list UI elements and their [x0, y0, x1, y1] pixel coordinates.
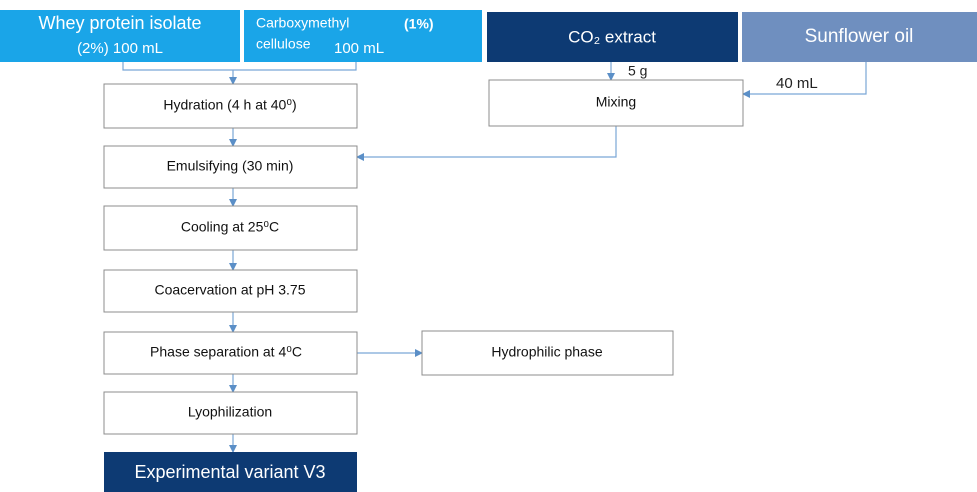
result-label: Experimental variant V3: [134, 462, 325, 482]
step-label: Hydration (4 h at 40⁰): [163, 97, 296, 113]
side-label: Hydrophilic phase: [491, 344, 602, 360]
step-box: [103, 269, 358, 313]
co2-amount: 5 g: [628, 63, 647, 79]
connector: [742, 62, 867, 98]
step-box: [103, 83, 358, 129]
step-box: [103, 391, 358, 435]
cmc-percent: (1%): [404, 16, 434, 32]
cmc-amount: 100 mL: [334, 40, 384, 57]
co2-box: [487, 12, 738, 62]
step-box: [103, 145, 358, 189]
step-box: [103, 205, 358, 251]
connector: [356, 126, 617, 161]
cmc-label: Carboxymethyl: [256, 15, 349, 31]
step-box: [103, 331, 358, 375]
whey-label: Whey protein isolate: [38, 13, 201, 33]
mixing-box: [488, 79, 744, 127]
connector: [122, 62, 357, 84]
step-label: Phase separation at 4⁰C: [150, 344, 302, 360]
step-label: Coacervation at pH 3.75: [155, 282, 306, 298]
whey-box: [0, 10, 240, 62]
mixing-label: Mixing: [596, 94, 636, 110]
whey-amount: (2%) 100 mL: [77, 40, 163, 57]
oil-amount: 40 mL: [776, 75, 818, 92]
co2-label: CO₂ extract: [568, 27, 656, 46]
side-box: [421, 330, 674, 376]
cmc-label2: cellulose: [256, 36, 311, 52]
step-label: Cooling at 25⁰C: [181, 219, 279, 235]
cmc-box: [244, 10, 482, 62]
oil-box: [742, 12, 977, 62]
result-box: [104, 452, 357, 492]
oil-label: Sunflower oil: [805, 26, 914, 47]
step-label: Lyophilization: [188, 404, 272, 420]
step-label: Emulsifying (30 min): [167, 158, 294, 174]
